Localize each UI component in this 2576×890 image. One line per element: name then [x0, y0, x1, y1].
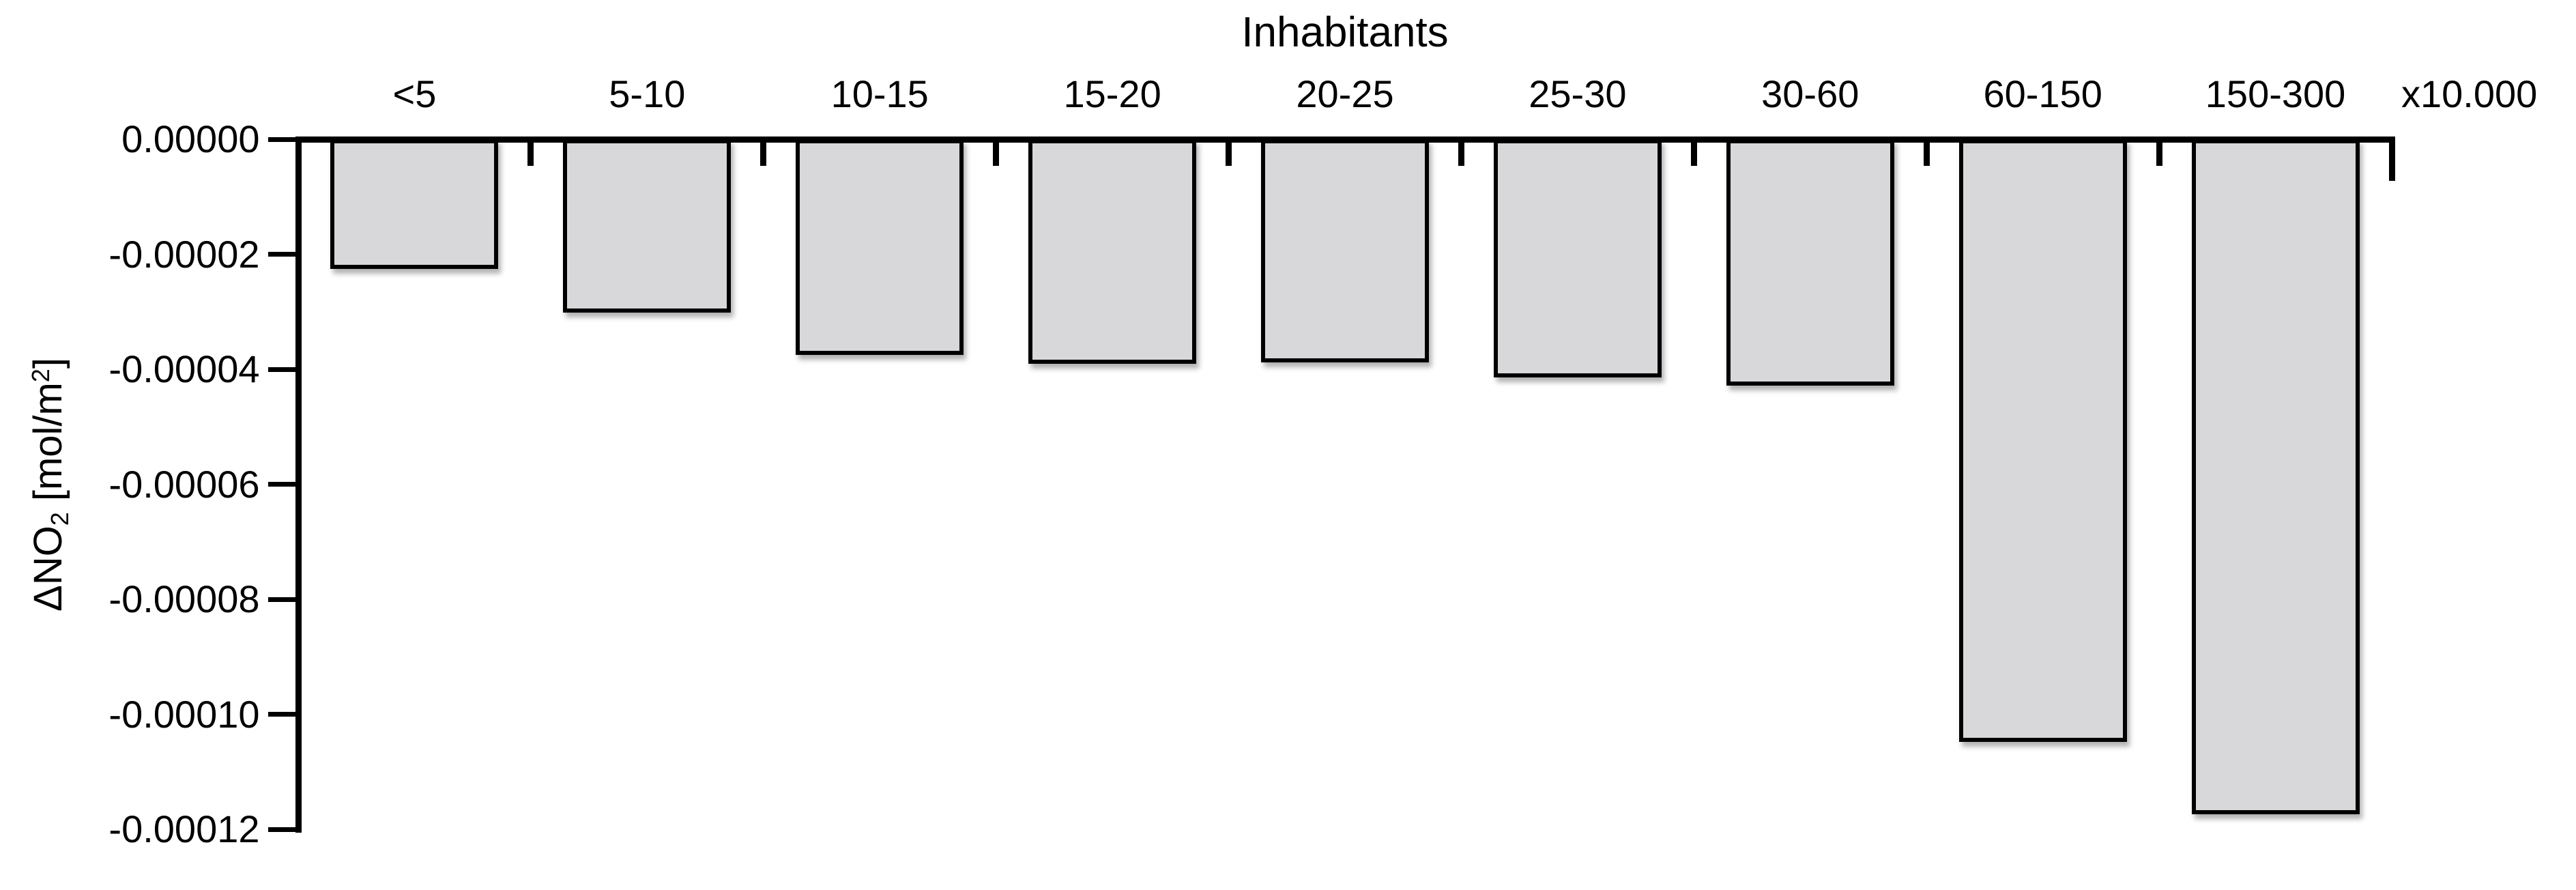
bar-25-30: [1493, 139, 1662, 377]
x-axis-title: Inhabitants: [1241, 9, 1449, 56]
x-separator-tick: [993, 142, 1000, 166]
y-axis-line: [295, 136, 302, 833]
x-separator-tick: [2156, 142, 2162, 166]
y-tick: [267, 827, 295, 832]
bar-20-25: [1261, 139, 1429, 362]
x-tick-label: 10-15: [830, 72, 929, 115]
bar-60-150: [1958, 139, 2127, 742]
y-tick-label: -0.00012: [108, 807, 260, 850]
y-tick: [267, 597, 295, 602]
x-tick-label: 25-30: [1529, 72, 1627, 115]
x-tick-label: 60-150: [1983, 72, 2102, 115]
y-tick-label: -0.00010: [108, 692, 260, 736]
y-tick-label: 0.00000: [121, 117, 260, 160]
y-tick: [267, 712, 295, 717]
x-separator-tick: [1690, 142, 1697, 166]
x-separator-tick: [1923, 142, 1930, 166]
bar-150-300: [2191, 139, 2360, 815]
x-separator-tick: [1226, 142, 1232, 166]
bar-5-10: [563, 139, 732, 313]
y-tick: [267, 482, 295, 487]
y-axis-title-subscript: 2: [46, 511, 74, 526]
y-tick: [267, 367, 295, 372]
x-tick-label: 30-60: [1761, 72, 1859, 115]
x-axis-line: [295, 136, 2395, 143]
bar-30-60: [1726, 139, 1894, 386]
y-tick-label: -0.00002: [108, 232, 260, 276]
x-tick-label: 150-300: [2205, 72, 2346, 115]
bar-10-15: [796, 139, 964, 355]
x-tick-label: <5: [392, 72, 437, 115]
x-axis-unit-label: x10.000: [2401, 72, 2538, 115]
y-tick: [267, 137, 295, 142]
bar-<5: [330, 139, 499, 269]
x-separator-tick: [527, 142, 534, 166]
y-tick-label: -0.00008: [108, 577, 260, 620]
x-axis-end-tick: [2388, 142, 2395, 181]
bar-15-20: [1028, 139, 1197, 364]
x-separator-tick: [1458, 142, 1464, 166]
y-tick-label: -0.00004: [108, 347, 260, 390]
y-tick: [267, 252, 295, 257]
x-tick-label: 20-25: [1296, 72, 1394, 115]
y-tick-label: -0.00006: [108, 462, 260, 506]
x-separator-tick: [760, 142, 767, 166]
x-tick-label: 15-20: [1063, 72, 1161, 115]
x-tick-label: 5-10: [609, 72, 686, 115]
